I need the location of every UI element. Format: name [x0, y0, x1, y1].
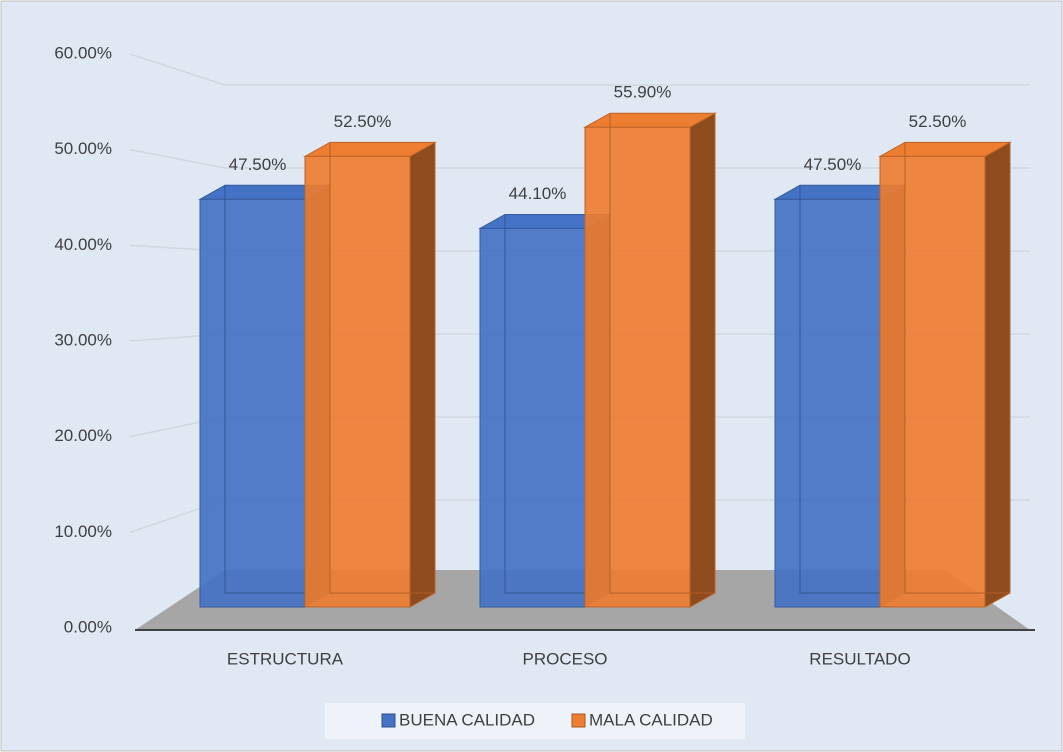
data-label: 52.50% [909, 112, 967, 131]
bar-side [689, 112, 716, 608]
legend-label: BUENA CALIDAD [399, 710, 535, 729]
y-tick-label: 60.00% [54, 43, 112, 62]
x-tick-label: PROCESO [522, 649, 607, 668]
bar-edge [609, 113, 715, 594]
y-tick-label: 50.00% [54, 139, 112, 158]
data-label: 47.50% [804, 155, 862, 174]
bar-edge [224, 185, 330, 594]
data-label: 52.50% [334, 112, 392, 131]
bar-edge [329, 142, 435, 594]
bar [879, 155, 986, 608]
grid-line [129, 53, 1030, 86]
bar [479, 227, 586, 608]
legend-label: MALA CALIDAD [589, 710, 713, 729]
bar-side [409, 141, 436, 608]
data-label: 55.90% [614, 83, 672, 102]
bar-edge [904, 142, 1010, 594]
data-label: 47.50% [229, 155, 287, 174]
y-tick-label: 10.00% [54, 522, 112, 541]
bar-edge [799, 185, 905, 594]
y-tick-label: 40.00% [54, 235, 112, 254]
x-tick-label: ESTRUCTURA [227, 649, 344, 668]
bar [774, 198, 881, 608]
y-tick-label: 20.00% [54, 426, 112, 445]
bar [304, 155, 411, 608]
y-tick-label: 0.00% [64, 617, 112, 636]
data-label: 44.10% [509, 184, 567, 203]
grid-line [129, 148, 1030, 169]
bar-edge [504, 214, 610, 594]
legend-swatch [571, 713, 586, 728]
legend-swatch [381, 713, 396, 728]
y-tick-label: 30.00% [54, 330, 112, 349]
bar [199, 198, 306, 608]
x-tick-label: RESULTADO [809, 649, 910, 668]
bar-side [984, 141, 1011, 608]
bar [584, 126, 691, 608]
